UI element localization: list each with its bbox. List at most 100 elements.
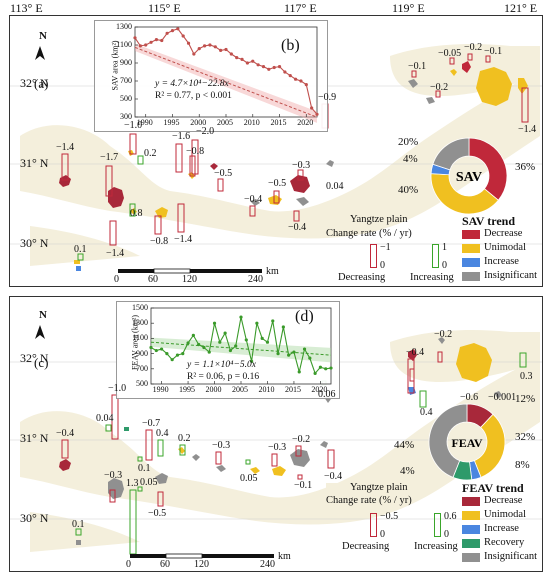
scale-label: 240 [260, 559, 275, 570]
legend-inc-top: 1 [442, 242, 447, 253]
data-point [308, 356, 312, 360]
lat-label-32: 32° N [20, 351, 49, 365]
data-point [197, 342, 201, 347]
y-tick-label: 900 [136, 348, 148, 358]
donut-slice-insignificant [432, 137, 470, 171]
rate-label: 0.1 [74, 244, 87, 255]
rate-label: −1.4 [518, 124, 537, 135]
scale-unit: km [266, 266, 279, 277]
data-point [324, 367, 328, 371]
swatch-recovery [462, 539, 480, 548]
rate-label: 0.05 [240, 473, 258, 484]
swatch-unimodal [462, 511, 480, 520]
lon-label: 115° E [148, 1, 181, 15]
scale-label: 120 [182, 274, 197, 285]
legend-dec-bar [370, 244, 377, 268]
sav-trend-stats: R² = 0.77, p < 0.001 [155, 91, 232, 101]
rate-label: −0.2 [430, 82, 449, 93]
donut-label: 32% [515, 431, 536, 443]
north-arrow-icon [35, 46, 45, 60]
panel-letter-d: (d) [295, 308, 314, 325]
feav-trend-title: FEAV trend [462, 481, 524, 495]
panel-letter-a: (a) [34, 76, 49, 91]
trend-item: Unimodal [484, 509, 526, 520]
plain-swatch [326, 215, 346, 225]
panel-letter-b: (b) [281, 37, 300, 54]
legend-dec-top: −0.5 [380, 511, 399, 522]
legend-inc-bar [432, 244, 439, 268]
data-point [176, 27, 180, 31]
data-point [186, 341, 190, 345]
data-point [329, 366, 333, 370]
data-point [244, 338, 248, 342]
trend-item: Decrease [484, 228, 523, 239]
data-point [219, 48, 223, 52]
scale-bar [130, 553, 274, 559]
panel-feav-map: 32° N 31° N 30° N N (c) (d) y = 1.1×10⁴−… [9, 296, 543, 572]
rate-label: −0.8 [150, 236, 169, 247]
rate-label: 0.8 [130, 208, 143, 219]
data-point [261, 65, 266, 69]
swatch-increase [462, 525, 480, 534]
rate-label: −0.8 [186, 146, 205, 157]
data-point [154, 38, 159, 42]
y-tick-label: 700 [136, 363, 148, 373]
rate-label: −0.4 [324, 471, 343, 482]
x-tick-label: 2020 [311, 385, 328, 394]
confidence-band [151, 337, 331, 363]
data-point [165, 31, 169, 35]
rate-label: −0.4 [406, 347, 425, 358]
rate-label: −1.4 [106, 248, 125, 259]
legend-inc-zero: 0 [444, 529, 449, 540]
data-point [277, 65, 282, 69]
sav-area-chart: (b) y = 4.7×10⁴−22.8x R² = 0.77, p < 0.0… [94, 20, 328, 132]
rate-label: −0.1 [408, 61, 427, 72]
data-point [228, 348, 233, 353]
scale-label: 60 [160, 559, 170, 570]
rate-label: −0.3 [212, 440, 231, 451]
x-tick-label: 2005 [217, 118, 233, 127]
rate-label: −0.3 [104, 470, 123, 481]
x-tick-label: 2020 [297, 118, 314, 127]
rate-label: −0.4 [56, 428, 75, 439]
feav-trend-equation: y = 1.1×10⁴−5.0x [187, 360, 256, 370]
sav-chart-svg [133, 26, 319, 123]
x-tick-label: 1990 [136, 118, 153, 127]
rate-label: −0.7 [142, 418, 161, 429]
feav-map-canvas [10, 325, 542, 559]
rate-bars [61, 53, 529, 261]
lat-label-31: 31° N [20, 431, 49, 445]
rate-label: 0.1 [72, 519, 85, 530]
legend-plain: Yangtze plain [350, 482, 408, 493]
legend-inc-label: Increasing [414, 541, 458, 552]
data-point [149, 345, 153, 350]
swatch-insignificant [462, 272, 480, 281]
trend-line [150, 341, 332, 356]
y-tick-label: 1100 [132, 333, 148, 343]
trend-item: Insignificant [484, 551, 538, 562]
scale-label: 0 [126, 559, 131, 570]
data-point [181, 34, 185, 38]
legend-dec-zero: 0 [380, 529, 385, 540]
rate-label: −0.2 [292, 434, 311, 445]
data-point [299, 79, 303, 83]
rate-label: −2.0 [196, 126, 215, 137]
data-point [175, 353, 180, 357]
legend-plain: Yangtze plain [350, 214, 408, 225]
donut-center-label: FEAV [451, 436, 482, 450]
lat-label-31: 31° N [20, 156, 49, 170]
rate-label: −1.0 [108, 383, 127, 394]
data-point [265, 340, 270, 344]
data-point [192, 52, 196, 56]
lon-label: 113° E [10, 1, 43, 15]
donut-label: 44% [394, 439, 415, 451]
lat-label-32: 32° N [20, 76, 49, 90]
data-point [251, 59, 255, 63]
trend-item: Recovery [484, 537, 525, 548]
sav-trend-title: SAV trend [462, 214, 516, 228]
rate-label: 0.2 [144, 148, 157, 159]
rate-label: 0.4 [156, 428, 169, 439]
data-point [191, 333, 195, 337]
data-point [310, 106, 314, 110]
rate-label: −1.4 [56, 142, 75, 153]
